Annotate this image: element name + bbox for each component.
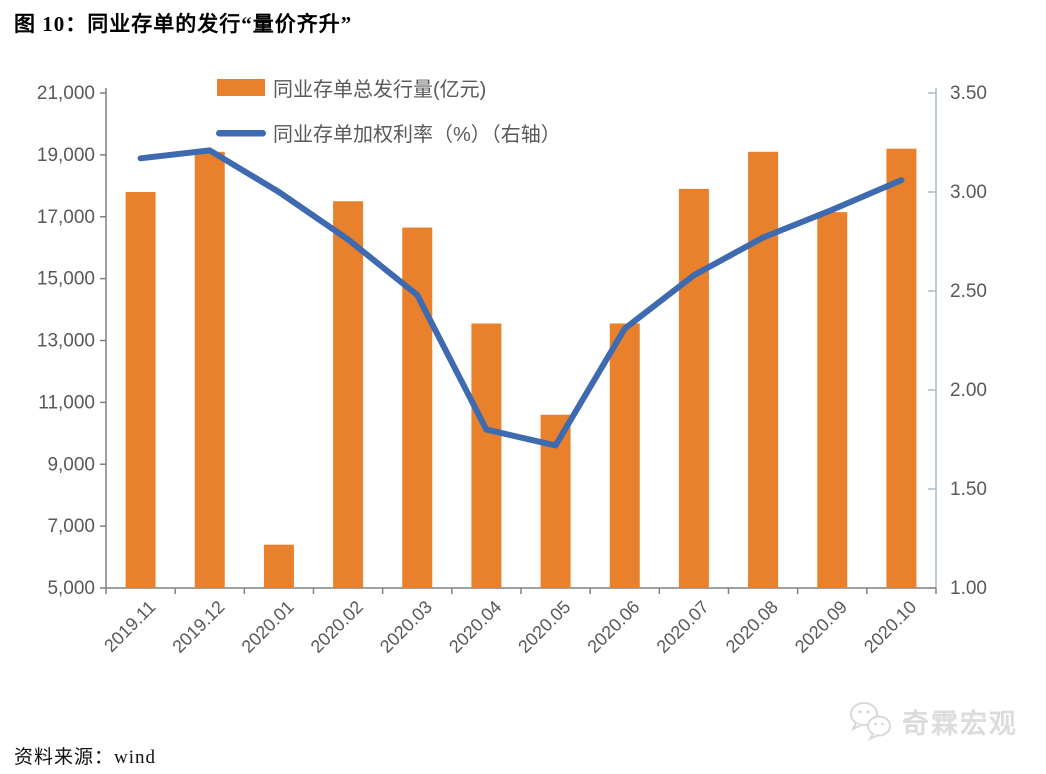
issuance-bar	[333, 201, 364, 588]
issuance-bar	[125, 192, 156, 588]
x-axis-category-label: 2020.09	[791, 597, 851, 657]
wechat-bubbles-icon	[850, 702, 891, 742]
x-axis-category-label: 2020.01	[238, 597, 298, 657]
left-axis-tick-label: 9,000	[47, 454, 95, 475]
x-axis-category-label: 2020.05	[514, 597, 574, 657]
issuance-bar	[678, 188, 709, 588]
left-axis-tick-label: 13,000	[37, 331, 95, 352]
right-axis-tick-label: 2.00	[950, 380, 987, 401]
right-axis-tick-label: 1.00	[950, 578, 987, 599]
left-axis-tick-label: 7,000	[47, 516, 95, 537]
legend-swatch-line	[216, 130, 266, 137]
legend-label-bar: 同业存单总发行量(亿元)	[273, 78, 486, 101]
left-axis-tick-label: 21,000	[37, 83, 95, 104]
issuance-bar	[402, 227, 433, 588]
left-axis-tick-label: 15,000	[37, 269, 95, 290]
issuance-bar	[471, 323, 502, 588]
right-axis-tick-label: 3.00	[950, 182, 987, 203]
x-axis-category-label: 2020.06	[583, 597, 643, 657]
issuance-bar	[886, 148, 917, 588]
issuance-bar	[748, 151, 779, 588]
right-axis-tick-label: 2.50	[950, 281, 987, 302]
x-axis-category-label: 2020.10	[860, 597, 920, 657]
right-axis-tick-label: 3.50	[950, 83, 987, 104]
issuance-bar	[263, 544, 294, 588]
x-axis-category-label: 2019.12	[168, 597, 228, 657]
left-axis-tick-label: 5,000	[47, 578, 95, 599]
legend-swatch-bar	[217, 79, 265, 96]
figure-title: 图 10：同业存单的发行“量价齐升”	[14, 12, 353, 36]
brand-watermark: 奇霖宏观	[848, 700, 1018, 742]
x-axis-category-label: 2020.02	[307, 597, 367, 657]
x-axis-category-label: 2020.03	[376, 597, 436, 657]
x-axis-category-label: 2020.08	[722, 597, 782, 657]
issuance-bar	[817, 212, 848, 588]
left-axis-tick-label: 19,000	[37, 145, 95, 166]
right-axis-tick-label: 1.50	[950, 479, 987, 500]
issuance-bar	[609, 323, 640, 588]
brand-watermark-label: 奇霖宏观	[902, 708, 1018, 739]
x-axis-category-label: 2020.04	[445, 597, 505, 657]
source-note: 资料来源：wind	[14, 747, 157, 768]
x-axis-category-label: 2019.11	[100, 597, 159, 656]
weighted-rate-line	[137, 147, 905, 449]
left-axis-tick-label: 17,000	[37, 207, 95, 228]
x-axis-category-label: 2020.07	[653, 597, 713, 657]
legend-label-line: 同业存单加权利率（%）（右轴）	[273, 123, 561, 146]
issuance-bar	[194, 151, 225, 588]
left-axis-tick-label: 11,000	[38, 392, 95, 413]
